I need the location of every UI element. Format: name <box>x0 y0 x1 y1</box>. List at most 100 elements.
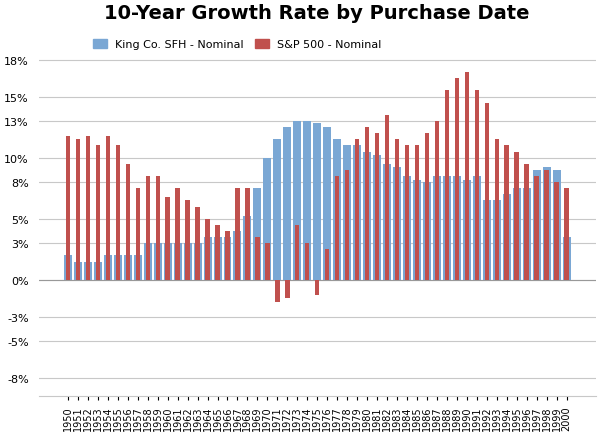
Bar <box>215 225 220 280</box>
Bar <box>303 122 311 280</box>
Bar <box>173 243 182 280</box>
Bar <box>253 189 262 280</box>
Bar <box>434 122 439 280</box>
Bar <box>325 250 329 280</box>
Bar <box>175 189 180 280</box>
Bar <box>483 201 491 280</box>
Bar <box>493 201 501 280</box>
Bar <box>155 177 160 280</box>
Bar <box>116 146 120 280</box>
Bar <box>295 225 299 280</box>
Bar <box>125 164 130 280</box>
Bar <box>514 152 519 280</box>
Bar <box>166 197 170 280</box>
Bar <box>263 158 271 280</box>
Bar <box>305 243 310 280</box>
Bar <box>66 136 70 280</box>
Bar <box>106 136 110 280</box>
Bar <box>494 140 499 280</box>
Bar <box>385 115 389 280</box>
Bar <box>415 146 419 280</box>
Bar <box>553 171 560 280</box>
Bar <box>533 171 541 280</box>
Bar <box>333 140 341 280</box>
Bar <box>383 164 391 280</box>
Bar <box>335 177 340 280</box>
Bar <box>475 91 479 280</box>
Bar <box>274 140 281 280</box>
Bar <box>393 168 401 280</box>
Bar <box>283 128 292 280</box>
Bar <box>315 280 319 295</box>
Bar <box>235 189 239 280</box>
Bar <box>185 201 190 280</box>
Bar <box>512 189 521 280</box>
Bar <box>425 134 429 280</box>
Bar <box>365 128 369 280</box>
Bar <box>265 243 269 280</box>
Bar <box>345 171 349 280</box>
Bar <box>323 128 331 280</box>
Bar <box>443 177 451 280</box>
Bar <box>293 122 301 280</box>
Bar <box>453 177 461 280</box>
Bar <box>64 256 72 280</box>
Bar <box>124 256 132 280</box>
Bar <box>445 91 449 280</box>
Bar <box>503 195 511 280</box>
Bar <box>455 79 459 280</box>
Bar <box>343 146 351 280</box>
Bar <box>463 180 471 280</box>
Bar <box>433 177 441 280</box>
Bar <box>285 280 290 299</box>
Bar <box>194 243 202 280</box>
Bar <box>403 177 411 280</box>
Bar <box>542 168 551 280</box>
Bar <box>226 231 230 280</box>
Bar <box>84 262 92 280</box>
Bar <box>86 136 90 280</box>
Bar <box>134 256 142 280</box>
Bar <box>144 243 152 280</box>
Bar <box>535 177 539 280</box>
Bar <box>233 231 241 280</box>
Bar <box>164 243 172 280</box>
Bar <box>464 73 469 280</box>
Bar <box>565 189 569 280</box>
Bar <box>203 237 212 280</box>
Bar <box>255 237 260 280</box>
Bar <box>104 256 112 280</box>
Bar <box>76 140 80 280</box>
Legend: King Co. SFH - Nominal, S&P 500 - Nominal: King Co. SFH - Nominal, S&P 500 - Nomina… <box>89 36 386 55</box>
Bar <box>423 183 431 280</box>
Bar <box>94 262 102 280</box>
Bar <box>313 124 321 280</box>
Bar <box>524 164 529 280</box>
Bar <box>196 207 200 280</box>
Bar <box>205 219 210 280</box>
Bar <box>375 134 379 280</box>
Bar <box>244 217 251 280</box>
Bar <box>214 237 221 280</box>
Bar <box>275 280 280 302</box>
Bar <box>184 243 191 280</box>
Bar <box>544 171 549 280</box>
Bar <box>245 189 250 280</box>
Bar <box>355 140 359 280</box>
Bar <box>505 146 509 280</box>
Bar <box>523 189 530 280</box>
Bar <box>373 156 381 280</box>
Bar <box>413 180 421 280</box>
Bar <box>136 189 140 280</box>
Bar <box>74 262 82 280</box>
Bar <box>224 237 232 280</box>
Bar <box>95 146 100 280</box>
Bar <box>395 140 399 280</box>
Bar <box>563 237 571 280</box>
Bar <box>363 152 371 280</box>
Bar <box>154 243 161 280</box>
Bar <box>473 177 481 280</box>
Bar <box>114 256 122 280</box>
Bar <box>405 146 409 280</box>
Bar <box>146 177 150 280</box>
